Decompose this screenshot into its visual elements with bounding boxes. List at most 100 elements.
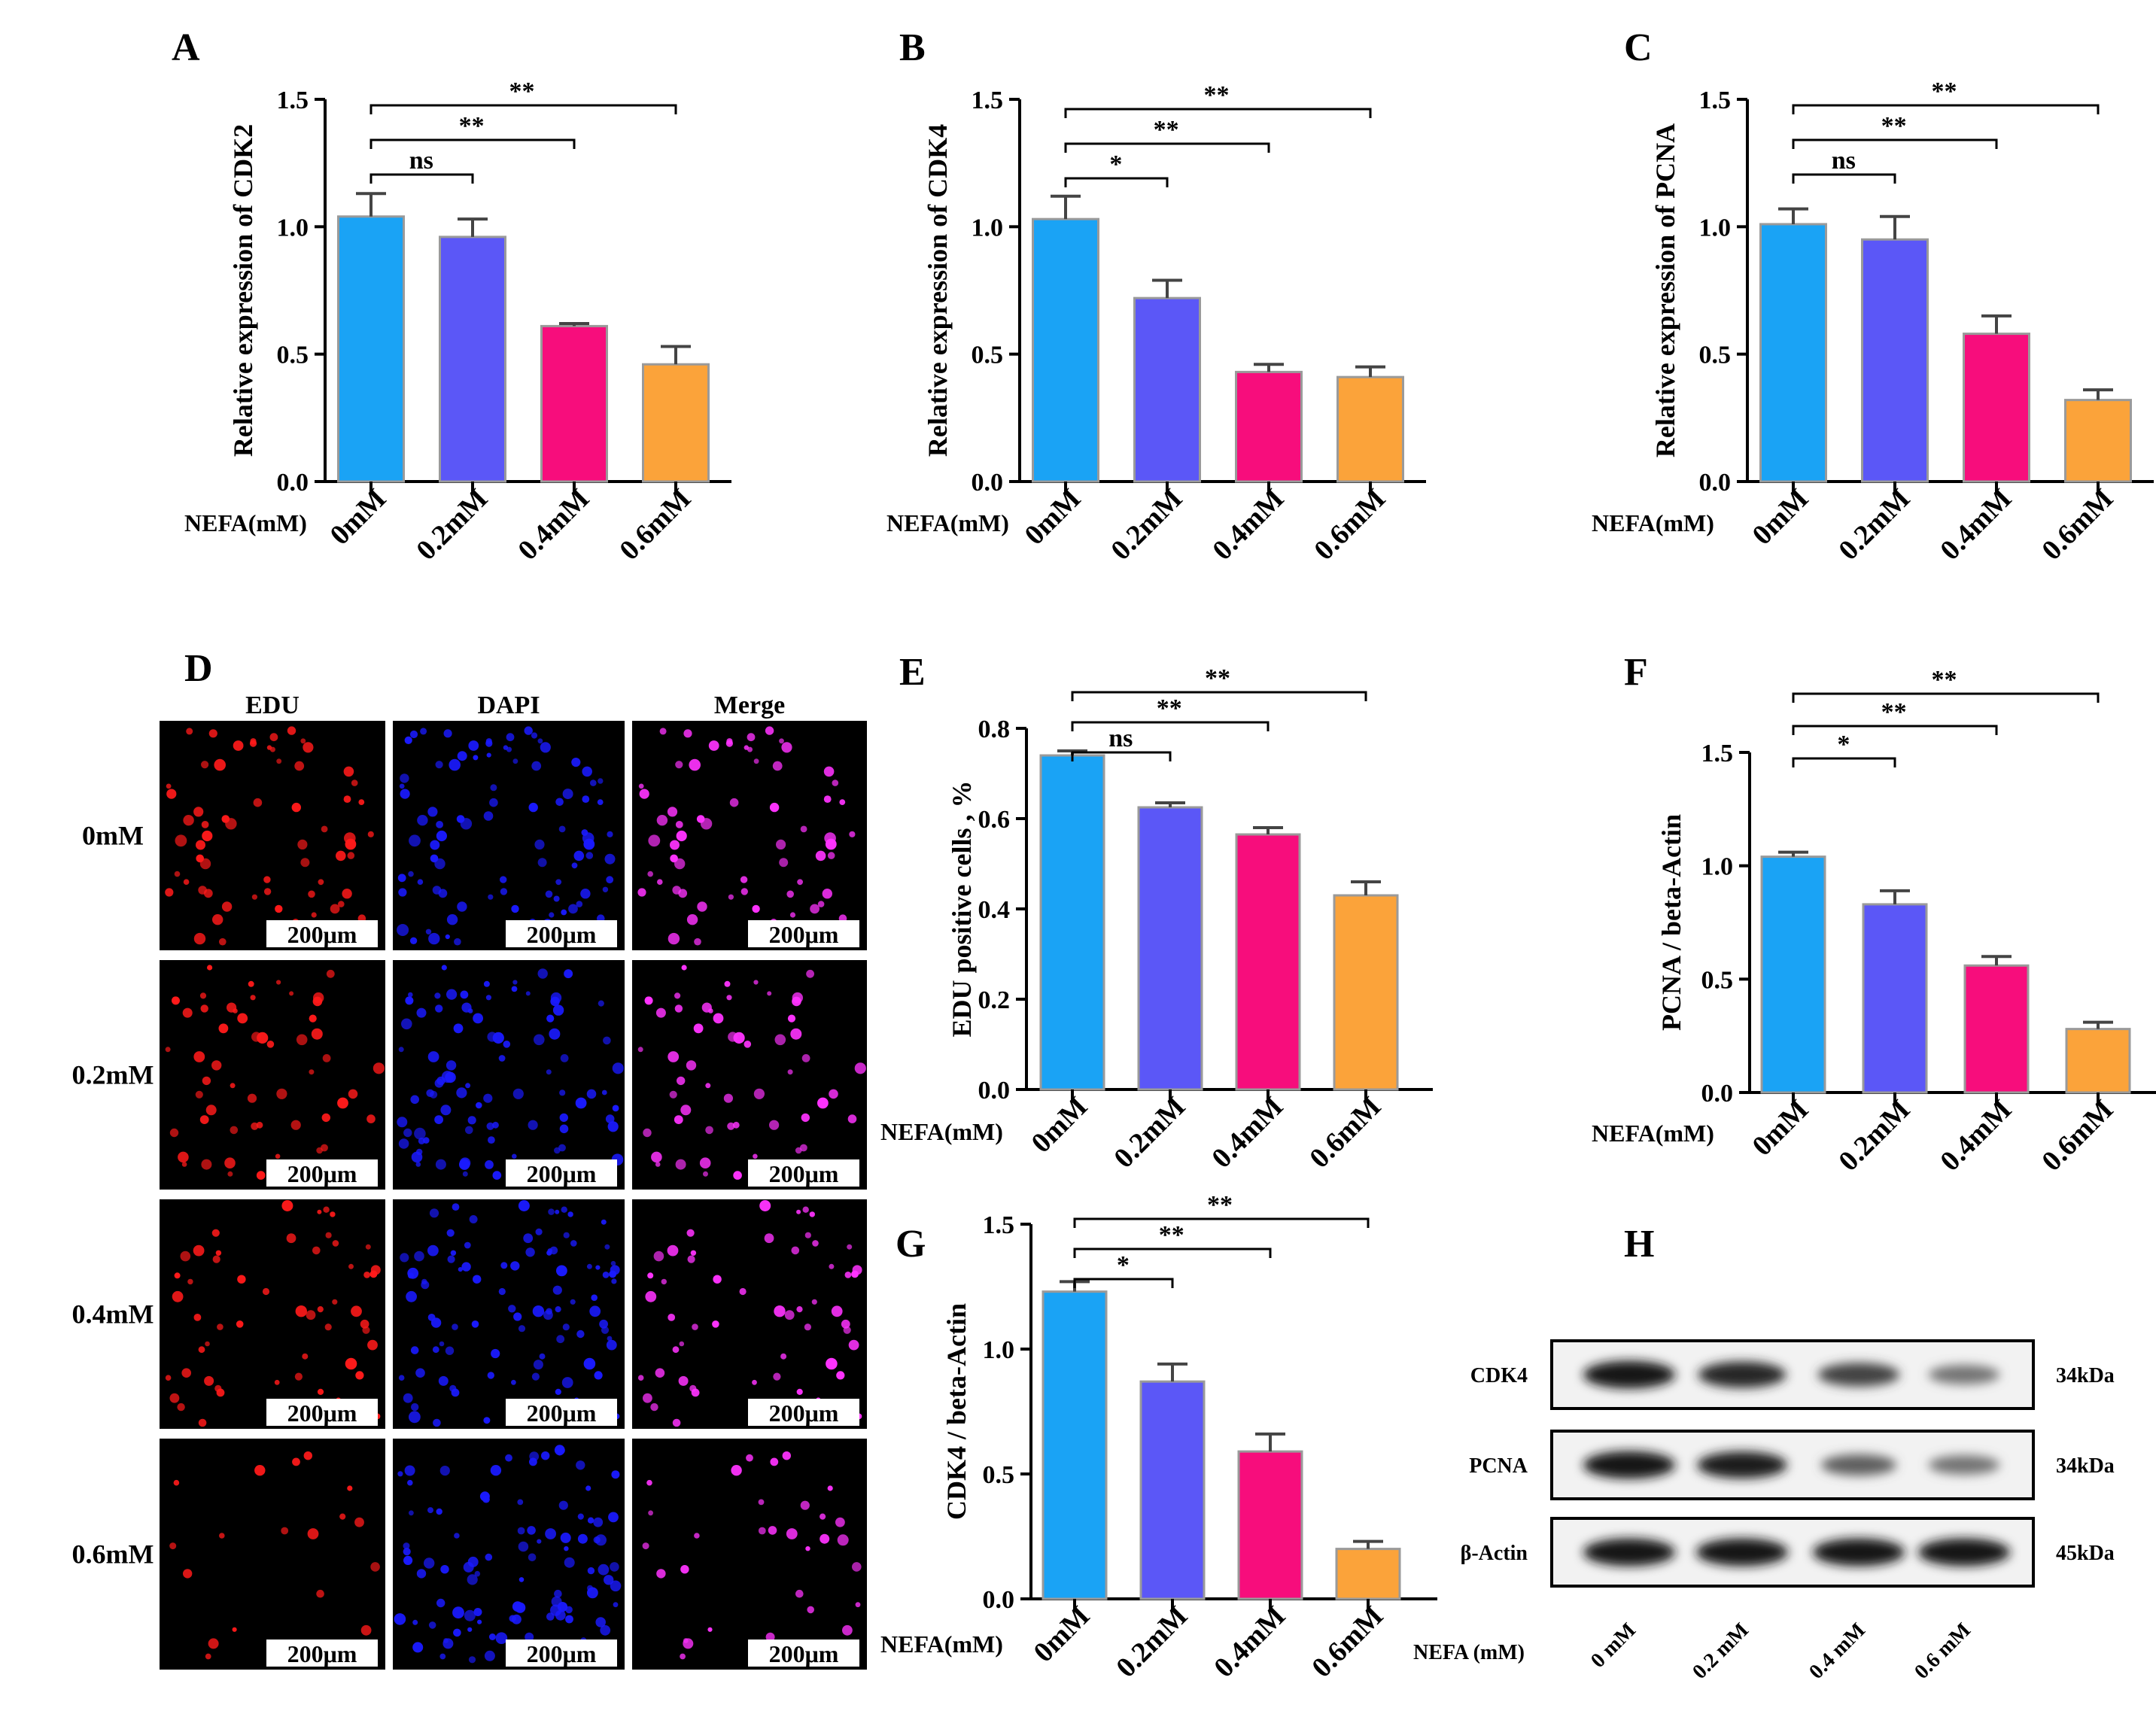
significance-bracket [1792, 757, 1896, 767]
nucleus [770, 1457, 779, 1466]
nucleus [558, 1144, 566, 1152]
nucleus [561, 1206, 567, 1213]
x-tick-label: 0.6mM [1308, 483, 1391, 567]
significance-label: ** [1203, 81, 1229, 109]
nucleus [655, 1368, 665, 1378]
nucleus [477, 1619, 482, 1624]
nucleus [546, 1069, 552, 1075]
nucleus [593, 1517, 604, 1527]
nucleus [680, 1565, 689, 1574]
nucleus [486, 752, 491, 758]
nucleus [308, 890, 315, 898]
nucleus [690, 1250, 697, 1257]
nucleus [217, 1323, 224, 1330]
nucleus [747, 746, 753, 752]
x-tick-label: 0.4mM [1206, 1091, 1289, 1175]
row-label: 0.6mM [72, 1539, 154, 1570]
nucleus [518, 1577, 525, 1582]
nucleus [397, 1471, 403, 1477]
nucleus [561, 1377, 573, 1388]
bar-0.2mM [1137, 806, 1203, 1091]
nucleus [797, 879, 803, 886]
nucleus [343, 766, 354, 777]
nucleus [332, 1299, 338, 1305]
nucleus [458, 1267, 463, 1272]
nucleus [398, 1375, 405, 1381]
protein-band [1583, 1538, 1676, 1567]
nucleus [428, 1621, 436, 1629]
nucleus [827, 852, 835, 859]
nucleus [434, 858, 445, 870]
nucleus [731, 1465, 742, 1476]
nucleus [360, 1319, 369, 1329]
nucleus [410, 1346, 419, 1354]
nucleus [550, 996, 560, 1007]
nucleus [851, 1270, 859, 1278]
nucleus [674, 1004, 683, 1013]
nucleus [841, 1319, 850, 1329]
nucleus [427, 1051, 439, 1062]
nucleus [758, 1499, 765, 1506]
protein-band [1583, 1360, 1676, 1389]
nucleus [525, 1632, 534, 1642]
nucleus [523, 1233, 534, 1244]
nucleus [326, 969, 335, 978]
scale-bar-box [506, 920, 617, 947]
nucleus [232, 1627, 237, 1632]
significance-label: ** [1881, 698, 1907, 726]
nucleus [591, 1294, 598, 1301]
y-tick-label: 0.0 [1701, 1080, 1734, 1108]
significance-bracket [369, 138, 576, 149]
nucleus [406, 1290, 417, 1302]
scale-bar-label: 200μm [769, 1160, 839, 1187]
nucleus [219, 938, 227, 946]
nucleus [577, 1513, 584, 1520]
nucleus [474, 1570, 481, 1577]
nucleus [790, 1028, 802, 1040]
nucleus [473, 1608, 482, 1616]
nucleus [657, 879, 663, 885]
y-tick-label: 0.0 [277, 469, 309, 497]
nucleus [656, 815, 668, 826]
protein-label: CDK4 [1470, 1364, 1528, 1387]
nucleus [822, 889, 833, 899]
nucleus [703, 1171, 708, 1177]
nucleus [598, 1564, 610, 1576]
y-tick-label: 0.2 [978, 986, 1011, 1014]
nucleus [360, 1624, 372, 1636]
protein-band [1695, 1538, 1789, 1567]
nucleus [469, 1215, 478, 1223]
nucleus [456, 1087, 467, 1099]
significance-label: * [1109, 150, 1122, 178]
nucleus [218, 1023, 229, 1034]
nucleus [183, 879, 190, 885]
nucleus [646, 1479, 652, 1486]
nucleus [527, 1526, 536, 1535]
y-tick-label: 1.5 [983, 1211, 1015, 1239]
nucleus [518, 1541, 529, 1552]
nucleus [251, 894, 257, 900]
nucleus [355, 1371, 364, 1380]
nucleus [608, 1512, 619, 1523]
nucleus [348, 1089, 358, 1099]
significance-label: ** [509, 77, 534, 105]
y-tick-label: 1.5 [277, 87, 309, 114]
nucleus [780, 1353, 787, 1360]
nucleus [752, 904, 760, 913]
panel-letter: G [896, 1223, 926, 1266]
nucleus [769, 802, 780, 813]
nucleus [769, 1120, 780, 1130]
nucleus [686, 1060, 697, 1071]
nucleus [456, 815, 465, 823]
nucleus [837, 1534, 849, 1546]
nucleus [336, 850, 346, 862]
nucleus [705, 1126, 713, 1135]
nucleus [296, 1034, 308, 1046]
nucleus [408, 992, 413, 998]
nucleus [562, 789, 573, 800]
x-tick-label: 0.4mM [512, 483, 595, 567]
nucleus [345, 838, 357, 850]
nucleus [545, 890, 553, 898]
nucleus [400, 773, 409, 783]
nucleus [512, 1153, 517, 1159]
